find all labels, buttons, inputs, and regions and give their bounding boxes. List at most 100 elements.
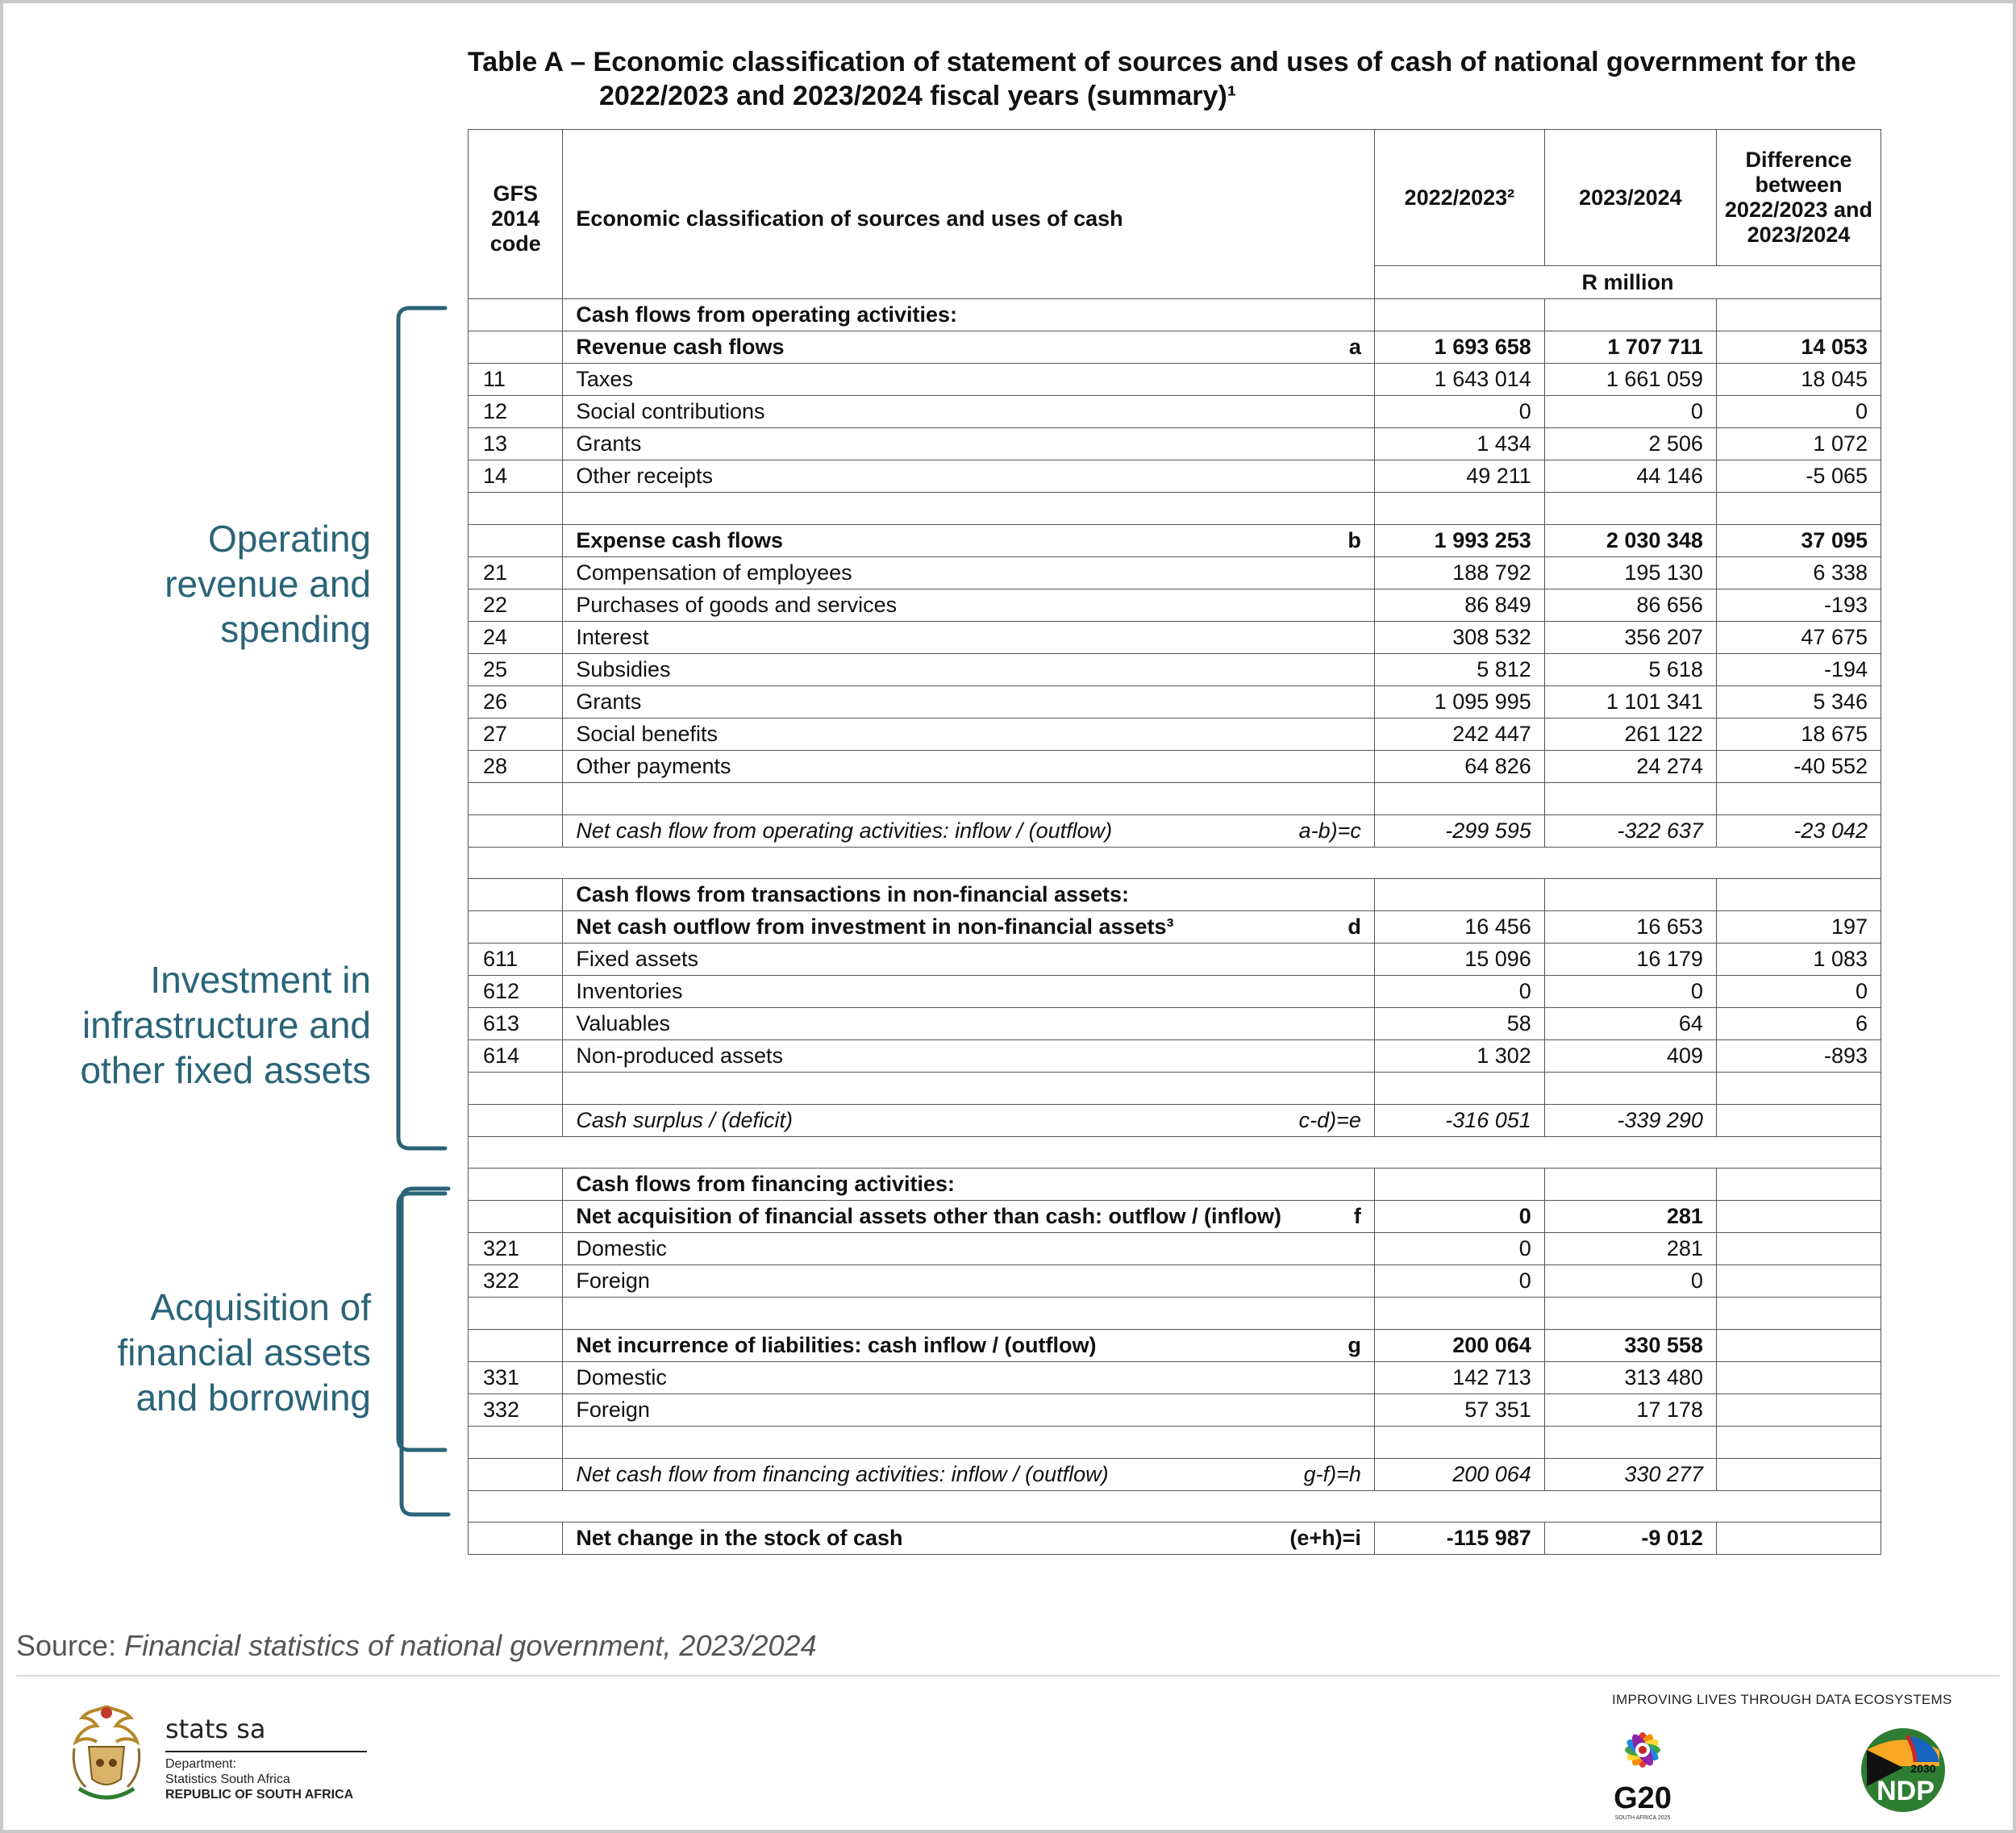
table-row: Expense cash flows b 1 993 253 2 030 348 37 … [467, 524, 1882, 557]
cell-code: 613 [467, 1007, 564, 1040]
row-label: Cash flows from financing activities: [576, 1172, 955, 1196]
table-row: 612 Inventories 0 0 0 [467, 975, 1882, 1008]
cell-2023-2024 [1543, 1072, 1717, 1105]
cell-difference [1715, 782, 1882, 815]
ndp-year: 2030 [1910, 1762, 1935, 1775]
cell-2023-2024: 24 274 [1543, 750, 1717, 783]
cell-difference: 47 675 [1715, 621, 1882, 654]
cell-2023-2024: 1 661 059 [1543, 363, 1717, 396]
row-label: Net cash flow from operating activities:… [576, 819, 1113, 843]
cell-2022-2023: 188 792 [1373, 556, 1545, 589]
cell-2022-2023 [1373, 1168, 1545, 1201]
tagline: IMPROVING LIVES THROUGH DATA ECOSYSTEMS [1612, 1692, 1952, 1707]
cell-2023-2024 [1543, 878, 1717, 911]
cell-code: 611 [467, 943, 564, 976]
table-row: 24 Interest 308 532 356 207 47 675 [467, 621, 1882, 654]
cell-difference [1715, 878, 1882, 911]
cell-2022-2023: 0 [1373, 975, 1545, 1008]
cell-label: Social benefits [562, 718, 1375, 751]
cell-2023-2024 [1543, 298, 1717, 331]
row-reference: a-b)=c [1298, 819, 1361, 843]
row-reference: b [1347, 528, 1361, 552]
cell-code: 11 [467, 363, 564, 396]
cell-code [467, 1200, 564, 1233]
cell-2022-2023: 0 [1373, 1232, 1545, 1265]
cell-label: Inventories [562, 975, 1375, 1008]
footer-divider [16, 1675, 2000, 1677]
table-row: Net incurrence of liabilities: cash infl… [467, 1329, 1882, 1362]
cell-label: Net acquisition of financial assets othe… [562, 1200, 1375, 1233]
title-line-2: 2022/2023 and 2023/2024 fiscal years (su… [599, 81, 1237, 111]
row-reference: c-d)=e [1298, 1108, 1361, 1132]
cell-label: Cash flows from financing activities: [562, 1168, 1375, 1201]
table-row: 331 Domestic 142 713 313 480 [467, 1361, 1882, 1394]
ndp-text: NDP [1876, 1776, 1935, 1806]
table-row: 322 Foreign 0 0 [467, 1264, 1882, 1298]
table-row [468, 847, 1881, 879]
cell-2022-2023 [1373, 1297, 1545, 1330]
cell-2023-2024: -9 012 [1543, 1522, 1717, 1555]
table-row [467, 1072, 1882, 1105]
cell-2022-2023: 242 447 [1373, 718, 1545, 751]
header-code: GFS 2014 code [467, 129, 564, 299]
cell-2023-2024: 356 207 [1543, 621, 1717, 654]
row-label: Valuables [576, 1011, 670, 1035]
row-label: Taxes [576, 367, 633, 391]
row-label: Interest [576, 625, 649, 649]
cell-2022-2023 [1373, 782, 1545, 815]
cell-2022-2023: -299 595 [1373, 814, 1545, 848]
cell-2022-2023 [1373, 1426, 1545, 1459]
row-label: Grants [576, 431, 642, 456]
title-line-1: Table A – Economic classification of sta… [468, 47, 1856, 77]
cell-label: Net change in the stock of cash (e+h)=i [562, 1522, 1375, 1555]
cell-2023-2024: 0 [1543, 395, 1717, 428]
row-label: Net cash flow from financing activities:… [576, 1462, 1109, 1486]
cell-difference [1715, 1232, 1882, 1265]
table-row: Net cash flow from financing activities:… [467, 1458, 1882, 1491]
cell-2023-2024: 281 [1543, 1200, 1717, 1233]
cell-difference: -23 042 [1715, 814, 1882, 848]
cell-2022-2023: -115 987 [1373, 1522, 1545, 1555]
section-brackets [396, 306, 448, 1452]
cell-label [562, 782, 1375, 815]
cell-difference [1715, 1297, 1882, 1330]
cell-2023-2024: 1 101 341 [1543, 685, 1717, 719]
header-difference: Difference between 2022/2023 and 2023/20… [1715, 129, 1882, 266]
row-label: Foreign [576, 1269, 650, 1293]
stats-sa-brand: stats sa [165, 1714, 266, 1744]
cell-2023-2024: 281 [1543, 1232, 1717, 1265]
cell-code [467, 782, 564, 815]
cell-difference [1715, 1072, 1882, 1105]
row-label: Net acquisition of financial assets othe… [576, 1204, 1281, 1228]
cell-2023-2024: 64 [1543, 1007, 1717, 1040]
cell-difference: -893 [1715, 1039, 1882, 1073]
cell-2022-2023: 0 [1373, 1200, 1545, 1233]
cell-2023-2024: 16 653 [1543, 910, 1717, 944]
cell-2023-2024: 2 030 348 [1543, 524, 1717, 557]
bracket-operating [396, 306, 448, 1151]
table-row [467, 1297, 1882, 1330]
cell-2023-2024: 5 618 [1543, 653, 1717, 686]
cell-code [467, 524, 564, 557]
table-row: Net change in the stock of cash (e+h)=i -1… [467, 1522, 1882, 1555]
row-reference: g-f)=h [1303, 1462, 1361, 1486]
cell-label: Subsidies [562, 653, 1375, 686]
row-label: Other receipts [576, 464, 713, 488]
cell-code: 27 [467, 718, 564, 751]
table-row: 22 Purchases of goods and services 86 849 8… [467, 589, 1882, 622]
cell-code [467, 1072, 564, 1105]
cell-2023-2024: 261 122 [1543, 718, 1717, 751]
cell-code [467, 1458, 564, 1491]
cell-2023-2024: 330 277 [1543, 1458, 1717, 1491]
cell-label: Cash surplus / (deficit) c-d)=e [562, 1104, 1375, 1137]
cell-2023-2024: -322 637 [1543, 814, 1717, 848]
table-row: 26 Grants 1 095 995 1 101 341 5 346 [467, 685, 1882, 719]
cell-label: Cash flows from transactions in non-fina… [562, 878, 1375, 911]
cell-2022-2023: 15 096 [1373, 943, 1545, 976]
row-label: Revenue cash flows [576, 335, 785, 359]
cell-code: 22 [467, 589, 564, 622]
row-label: Non-produced assets [576, 1044, 784, 1068]
cell-label: Foreign [562, 1264, 1375, 1298]
row-reference: (e+h)=i [1289, 1526, 1361, 1550]
cell-2023-2024 [1543, 1168, 1717, 1201]
